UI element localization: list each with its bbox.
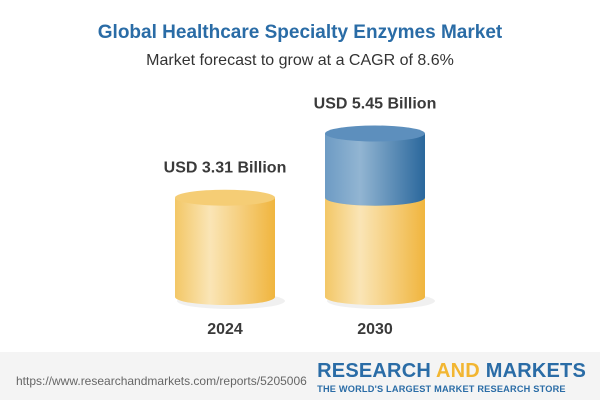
data-label: USD 5.45 Billion	[314, 96, 437, 113]
brand-logo: RESEARCH AND MARKETS THE WORLD'S LARGEST…	[317, 360, 586, 394]
brand-text-research: RESEARCH	[317, 360, 437, 382]
category-label: 2030	[357, 321, 393, 338]
cylinder-2024-top	[175, 189, 275, 206]
cylinder-chart: USD 3.31 Billion 2024 USD 5.45 Billion 2030	[164, 96, 437, 339]
brand-tagline: THE WORLD'S LARGEST MARKET RESEARCH STOR…	[317, 384, 566, 394]
cylinder-growth-2030-body	[325, 133, 425, 206]
cylinder-growth-2030-top	[325, 125, 425, 142]
chart-title: Global Healthcare Specialty Enzymes Mark…	[97, 22, 503, 43]
brand-text-and: AND	[436, 360, 480, 382]
data-label: USD 3.31 Billion	[164, 160, 287, 177]
report-url[interactable]: https://www.researchandmarkets.com/repor…	[16, 374, 307, 388]
footer: https://www.researchandmarkets.com/repor…	[0, 352, 600, 400]
category-label: 2024	[207, 321, 243, 338]
cylinder-2024-body	[175, 197, 275, 305]
cylinder-base-2030-body	[325, 197, 425, 305]
brand-text-markets: MARKETS	[479, 360, 586, 382]
chart-subtitle: Market forecast to grow at a CAGR of 8.6…	[146, 52, 454, 69]
